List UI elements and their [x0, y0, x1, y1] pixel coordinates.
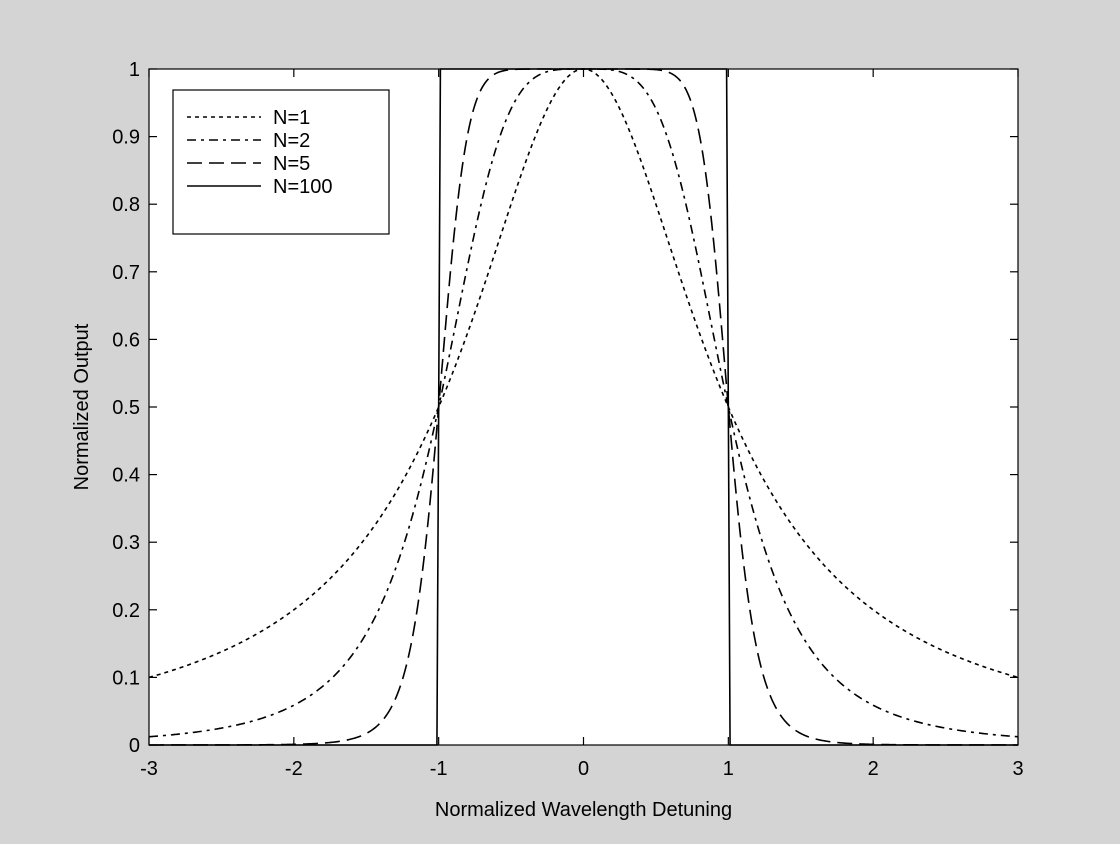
- y-tick-label: 0.9: [112, 127, 140, 149]
- x-tick-label: 0: [578, 758, 589, 780]
- legend-label: N=2: [273, 130, 310, 152]
- y-tick-label: 0.1: [112, 667, 140, 689]
- y-tick-label: 0.5: [112, 397, 140, 419]
- y-tick-label: 1: [129, 59, 140, 81]
- y-tick-label: 0.3: [112, 532, 140, 554]
- legend-box: [172, 89, 390, 235]
- y-axis-label: Normalized Output: [71, 323, 93, 490]
- y-tick-label: 0.6: [112, 329, 140, 351]
- x-tick-label: 2: [868, 758, 879, 780]
- legend: N=1N=2N=5N=100: [172, 89, 390, 235]
- x-tick-label: 3: [1012, 758, 1023, 780]
- x-axis-label: Normalized Wavelength Detuning: [435, 799, 732, 821]
- x-tick-label: -2: [285, 758, 303, 780]
- tick-layer: -3 -2 -1 0 1 2 3 0 0.1 0.2 0.3 0.4 0.5 0.6 0.7 0.8 0.9 1: [112, 59, 1023, 780]
- y-tick-label: 0.2: [112, 600, 140, 622]
- legend-label: N=5: [273, 153, 310, 175]
- y-tick-label: 0.4: [112, 465, 140, 487]
- y-tick-label: 0.8: [112, 194, 140, 216]
- x-tick-label: -3: [140, 758, 158, 780]
- y-tick-label: 0.7: [112, 262, 140, 284]
- x-tick-label: 1: [723, 758, 734, 780]
- legend-label: N=1: [273, 107, 310, 129]
- legend-label: N=100: [273, 176, 333, 198]
- x-tick-label: -1: [430, 758, 448, 780]
- y-tick-label: 0: [129, 735, 140, 757]
